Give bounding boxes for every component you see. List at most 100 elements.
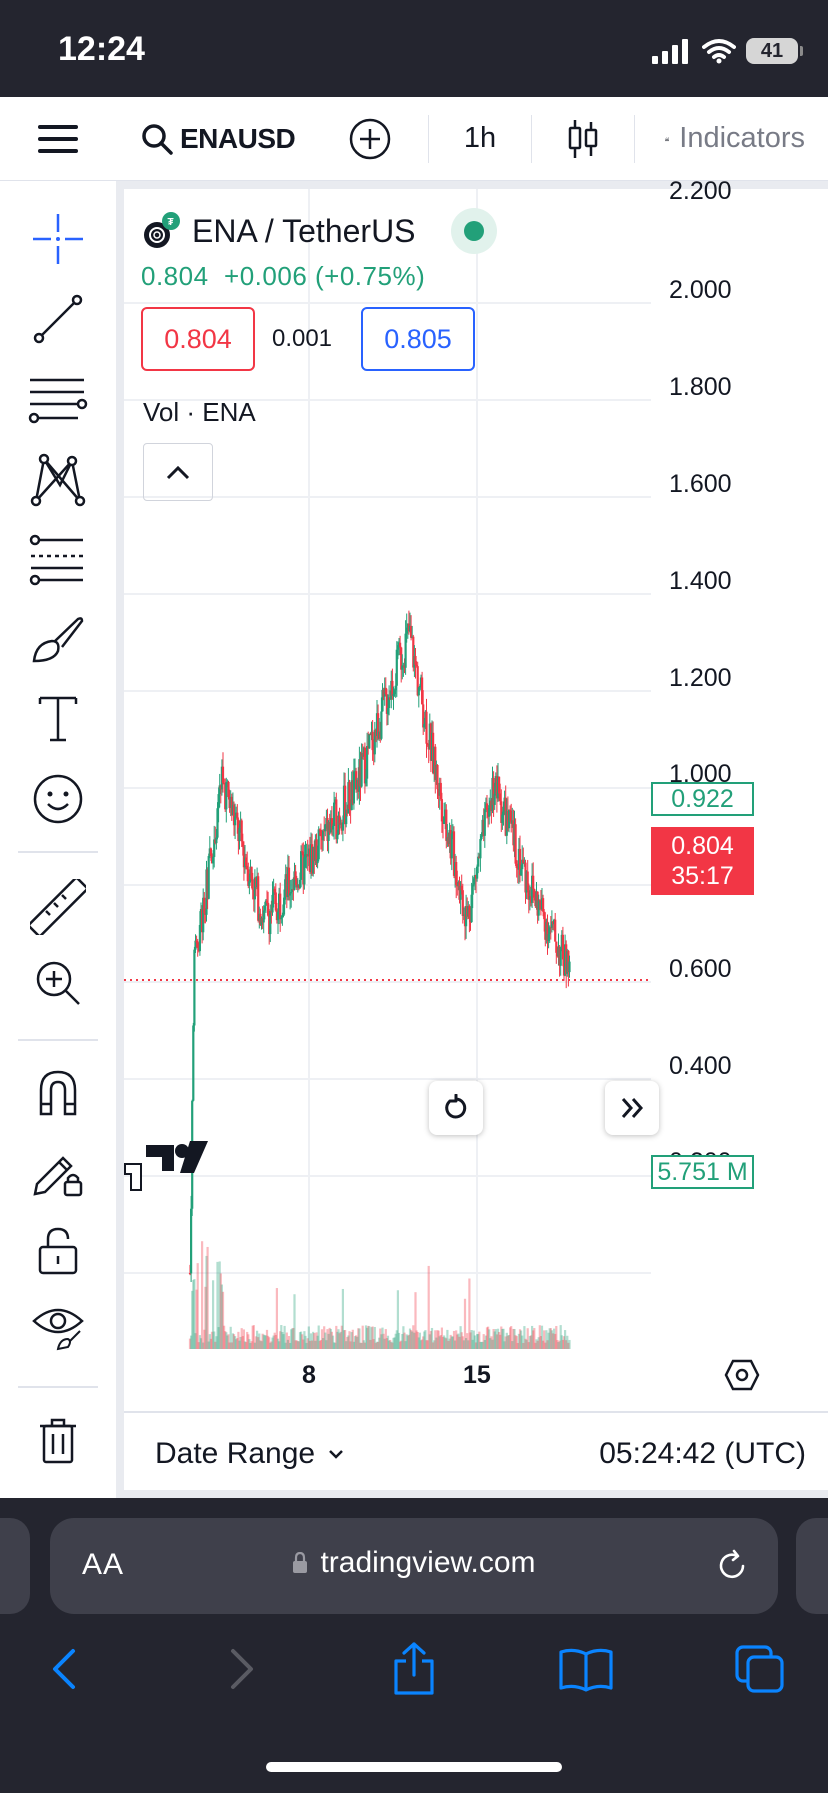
volume-bar bbox=[341, 1288, 344, 1349]
candle-body bbox=[533, 889, 536, 898]
reader-settings-button[interactable]: AA bbox=[82, 1548, 125, 1581]
candle-body bbox=[388, 697, 391, 709]
candle-body bbox=[226, 781, 229, 783]
symbol-search-button[interactable]: ENAUSD bbox=[116, 97, 312, 181]
volume-bar bbox=[304, 1335, 307, 1349]
timezone-clock[interactable]: 05:24:42 (UTC) bbox=[599, 1437, 806, 1470]
candle-body bbox=[561, 934, 564, 960]
volume-bar bbox=[525, 1339, 528, 1349]
volume-bar bbox=[462, 1340, 465, 1349]
share-button[interactable] bbox=[384, 1640, 444, 1698]
volume-bar bbox=[293, 1294, 296, 1349]
price-axis-label: 1.800 bbox=[669, 373, 732, 401]
emoji-tool[interactable] bbox=[24, 765, 92, 833]
candle-body bbox=[525, 871, 528, 893]
back-button[interactable] bbox=[34, 1640, 94, 1698]
volume-bar bbox=[396, 1290, 399, 1349]
chart-settings-icon[interactable] bbox=[724, 1357, 760, 1393]
chevron-down-icon bbox=[329, 1450, 343, 1459]
candle-body bbox=[353, 771, 357, 773]
ask-price: 0.805 bbox=[384, 323, 452, 354]
volume-bar bbox=[239, 1336, 242, 1349]
address-bar[interactable]: AA tradingview.com bbox=[50, 1518, 778, 1614]
date-range-dropdown[interactable]: Date Range bbox=[155, 1437, 345, 1471]
brush-tool[interactable] bbox=[24, 605, 92, 673]
candle-body bbox=[360, 753, 363, 787]
volume-bar bbox=[301, 1334, 304, 1349]
magnet-tool[interactable] bbox=[24, 1059, 92, 1127]
scroll-to-realtime-button[interactable] bbox=[605, 1081, 659, 1135]
candle-body bbox=[412, 636, 415, 668]
zoom-tool[interactable] bbox=[24, 949, 92, 1017]
volume-bar bbox=[204, 1286, 207, 1349]
magnet-icon bbox=[39, 1070, 77, 1116]
volume-bar bbox=[535, 1339, 538, 1349]
hide-drawings-tool[interactable] bbox=[24, 1293, 92, 1361]
volume-bar bbox=[498, 1331, 501, 1349]
volume-bar bbox=[501, 1328, 504, 1349]
volume-bar bbox=[441, 1337, 445, 1349]
lock-all-drawings-tool[interactable] bbox=[24, 1217, 92, 1285]
volume-legend[interactable]: Vol · ENA bbox=[143, 397, 256, 427]
footer-divider bbox=[124, 1411, 828, 1413]
buy-price-button[interactable]: 0.805 bbox=[361, 307, 475, 371]
volume-bar bbox=[459, 1326, 462, 1349]
text-tool[interactable] bbox=[24, 685, 92, 753]
volume-bar bbox=[307, 1326, 310, 1349]
symbol-legend[interactable]: ₮ ENA / TetherUS bbox=[142, 207, 498, 255]
previous-tab-card[interactable] bbox=[0, 1518, 30, 1614]
volume-bar bbox=[468, 1278, 471, 1349]
reload-icon[interactable] bbox=[714, 1548, 750, 1584]
candle-body bbox=[190, 1208, 193, 1274]
fib-retracement-tool[interactable] bbox=[24, 365, 92, 433]
candle-body bbox=[280, 917, 283, 920]
bookmarks-button[interactable] bbox=[556, 1640, 616, 1698]
market-open-status-icon bbox=[450, 208, 497, 254]
compare-symbol-button[interactable] bbox=[312, 97, 428, 181]
candle-body bbox=[542, 898, 545, 912]
volume-bar bbox=[195, 1289, 198, 1349]
volume-bar bbox=[285, 1332, 288, 1349]
volume-bar bbox=[503, 1341, 506, 1349]
chart-type-button[interactable] bbox=[532, 97, 634, 181]
volume-bar bbox=[395, 1330, 398, 1349]
candle-body bbox=[532, 875, 535, 890]
volume-bar bbox=[491, 1339, 494, 1349]
candle-body bbox=[460, 885, 463, 891]
collapse-legend-button[interactable] bbox=[143, 443, 213, 501]
volume-bar bbox=[460, 1332, 463, 1349]
pattern-tool[interactable] bbox=[24, 445, 92, 513]
candle-body bbox=[480, 835, 483, 840]
next-tab-card[interactable] bbox=[796, 1518, 828, 1614]
candle-body bbox=[281, 915, 284, 918]
volume-bar bbox=[514, 1335, 517, 1349]
tabs-icon bbox=[735, 1645, 784, 1693]
volume-bar bbox=[359, 1342, 362, 1349]
menu-button[interactable] bbox=[0, 97, 116, 181]
volume-bar bbox=[350, 1332, 353, 1349]
forecast-tool[interactable] bbox=[24, 525, 92, 593]
forward-button[interactable] bbox=[212, 1640, 272, 1698]
candle-body bbox=[396, 645, 399, 650]
sell-price-button[interactable]: 0.804 bbox=[141, 307, 255, 371]
volume-bar bbox=[254, 1336, 258, 1349]
tabs-button[interactable] bbox=[730, 1640, 790, 1698]
interval-button[interactable]: 1h bbox=[429, 97, 531, 181]
chart-panel[interactable]: ₮ ENA / TetherUS 0.804 +0.006 (+0.75%) 0… bbox=[124, 177, 828, 1490]
remove-drawings-tool[interactable] bbox=[24, 1407, 92, 1475]
volume-bar bbox=[291, 1328, 294, 1349]
volume-bar bbox=[210, 1331, 214, 1349]
trend-line-tool[interactable] bbox=[24, 285, 92, 353]
candle-body bbox=[202, 897, 205, 933]
crosshair-tool[interactable] bbox=[24, 205, 92, 273]
indicators-label: Indicators bbox=[679, 122, 805, 154]
lock-drawing-edit-tool[interactable] bbox=[24, 1139, 92, 1207]
candle-body bbox=[558, 947, 561, 966]
volume-bar bbox=[504, 1336, 507, 1349]
reset-chart-button[interactable] bbox=[429, 1081, 483, 1135]
candle-body bbox=[499, 793, 502, 802]
measure-tool[interactable] bbox=[24, 873, 92, 941]
toolbar-divider bbox=[18, 1386, 98, 1388]
volume-bar bbox=[276, 1338, 280, 1349]
indicators-button[interactable]: Indicators bbox=[635, 97, 805, 181]
